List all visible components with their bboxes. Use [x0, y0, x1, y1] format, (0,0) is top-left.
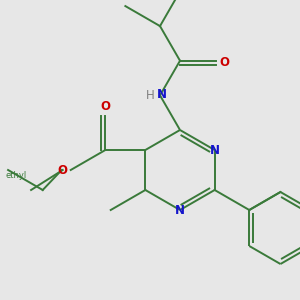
Text: N: N	[157, 88, 167, 101]
Text: O: O	[219, 56, 229, 69]
Text: O: O	[100, 100, 110, 113]
Text: O: O	[58, 164, 68, 176]
Text: ethyl: ethyl	[5, 170, 26, 179]
Text: N: N	[210, 143, 220, 157]
Text: H: H	[146, 89, 154, 102]
Text: N: N	[175, 203, 185, 217]
